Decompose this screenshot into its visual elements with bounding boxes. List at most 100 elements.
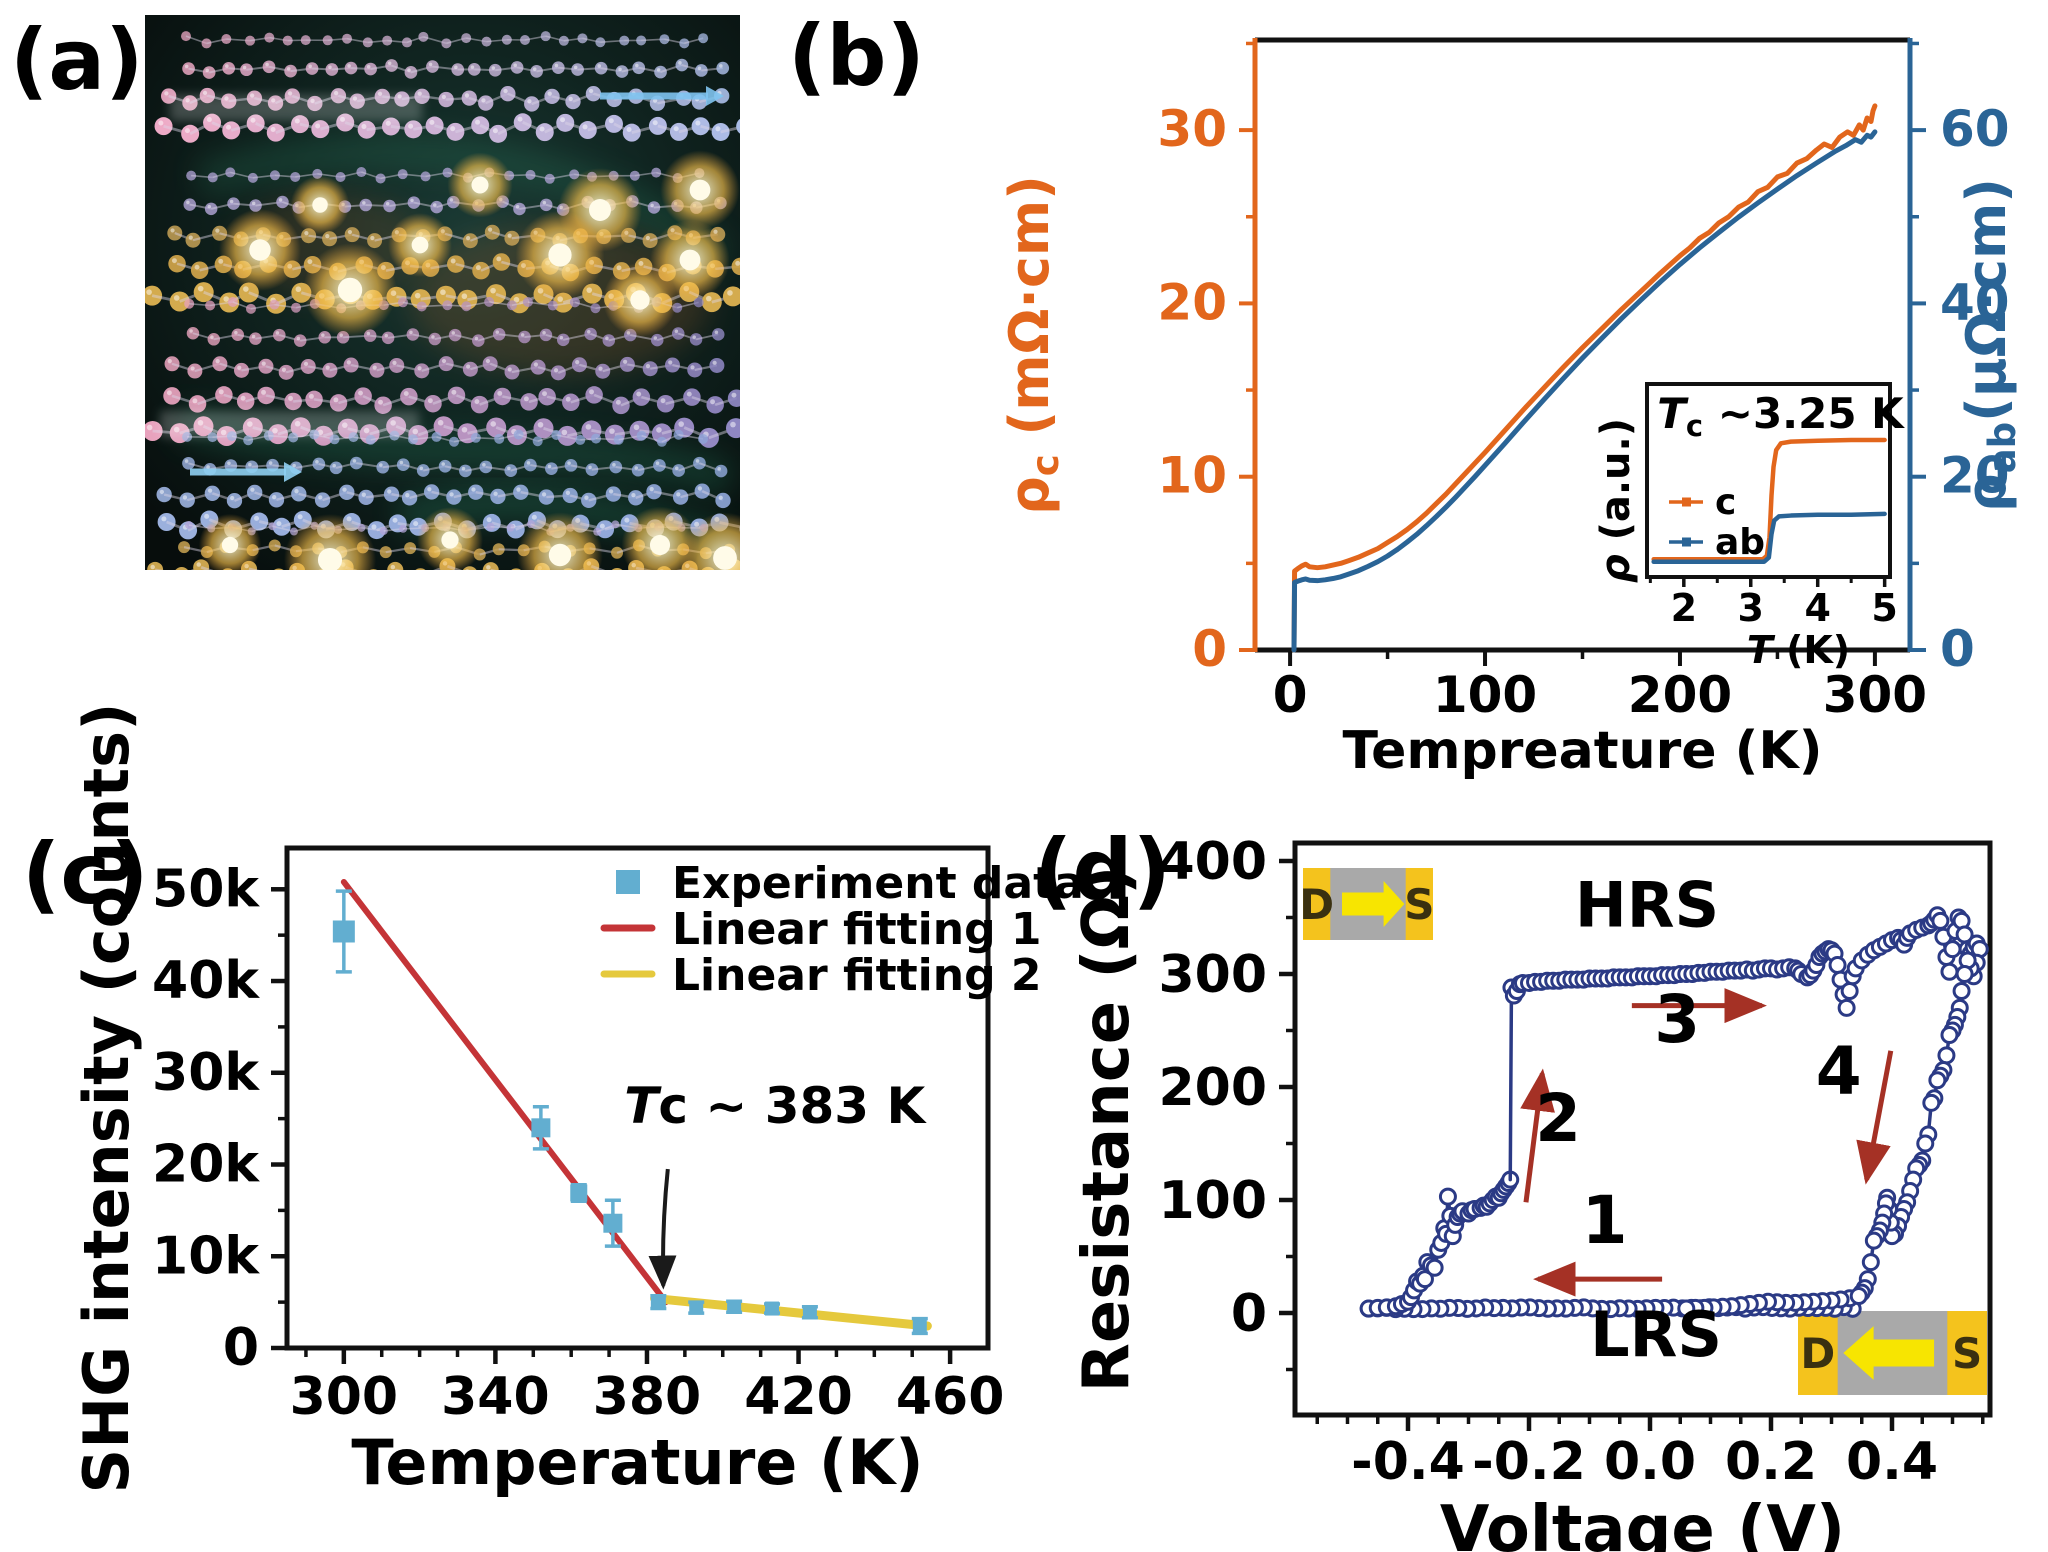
crystal-illustration	[145, 15, 740, 570]
left-axis-title: ρc (mΩ·cm)	[998, 175, 1067, 515]
data-point	[650, 1294, 666, 1310]
current-direction-arrow	[1843, 1326, 1935, 1380]
legend-label: Linear fitting 2	[672, 950, 1042, 1001]
y-tick-label: 0	[223, 1318, 259, 1378]
illustration-art	[145, 31, 740, 570]
inset-x-tick: 3	[1738, 586, 1764, 630]
right-tick-label: 0	[1940, 620, 1975, 678]
left-tick-label: 30	[1157, 100, 1227, 158]
right-tick-label: 60	[1940, 100, 2010, 158]
x-tick-label: 380	[593, 1367, 702, 1427]
left-tick-label: 20	[1157, 273, 1227, 331]
y-tick-label: 400	[1158, 832, 1267, 892]
left-tick-label: 0	[1192, 620, 1227, 678]
right-tick-label: 40	[1940, 273, 2010, 331]
exciton-orbs	[198, 150, 740, 570]
y-axis-title: Resistance (Ω)	[1070, 866, 1144, 1393]
y-tick-label: 200	[1158, 1058, 1267, 1118]
y-tick-label: 30k	[152, 1043, 260, 1103]
inset-legend-label: ab	[1715, 522, 1765, 563]
x-tick-label: 300	[1823, 666, 1927, 724]
state-label-hrs: HRS	[1575, 869, 1719, 942]
x-axis-title: Tempreature (K)	[1343, 721, 1823, 781]
y-tick-label: 40k	[152, 951, 260, 1011]
y-tick-label: 100	[1158, 1171, 1267, 1231]
state-label-lrs: LRS	[1590, 1298, 1722, 1371]
inset-x-tick: 4	[1804, 586, 1830, 630]
drain-label: D	[1800, 1329, 1835, 1378]
inset-x-tick: 5	[1871, 586, 1897, 630]
panel-a-label: (a)	[10, 11, 144, 109]
data-point	[689, 1300, 704, 1315]
x-tick-label: 0.4	[1846, 1432, 1938, 1492]
tc-annotation: Tc ~ 383 K	[624, 1077, 927, 1135]
inset-title: Tc ~3.25 K	[1657, 389, 1905, 443]
panel-d-sweep-arrows: 123 4	[1520, 981, 1894, 1297]
x-tick-label: 420	[744, 1367, 853, 1427]
inset-y-title: ρ (a.u.)	[1593, 418, 1639, 583]
x-tick-label: 200	[1628, 666, 1732, 724]
y-axis-title: SHG intensity (counts)	[70, 703, 143, 1494]
panel-d-state-labels: HRS LRS	[1575, 869, 1722, 1371]
x-tick-label: 0.0	[1604, 1432, 1696, 1492]
polarization-beam-0	[170, 95, 730, 121]
sweep-step-label: 4	[1816, 1033, 1862, 1110]
x-tick-label: 0.2	[1725, 1432, 1817, 1492]
x-tick-label: 0	[1273, 666, 1308, 724]
inset-legend-label: c	[1715, 482, 1736, 523]
data-point	[802, 1305, 817, 1320]
x-axis-title: Temperature (K)	[351, 1426, 923, 1499]
legend-label: Experiment data	[672, 858, 1084, 909]
drain-label: D	[1299, 880, 1334, 929]
panel-d-loop	[1359, 906, 1989, 1319]
data-point	[765, 1301, 780, 1316]
data-point	[912, 1318, 927, 1333]
data-point	[570, 1184, 588, 1202]
panel-a-crystal-illustration	[145, 15, 740, 570]
panel-d-label: (d)	[1034, 821, 1171, 919]
panel-c-label: (c)	[22, 825, 149, 923]
right-axis-title: ρab(μΩ·cm)	[1955, 178, 2024, 512]
y-tick-label: 300	[1158, 945, 1267, 1005]
data-point	[531, 1118, 551, 1138]
data-point	[603, 1213, 623, 1233]
x-axis-title: Voltage (V)	[1440, 1493, 1845, 1552]
x-tick-label: 100	[1433, 666, 1537, 724]
y-tick-label: 50k	[152, 859, 260, 919]
sweep-step-label: 2	[1535, 1080, 1581, 1157]
panel-c-annotation: Tc ~ 383 K	[624, 1077, 927, 1290]
x-tick-label: 300	[290, 1367, 399, 1427]
sweep-step-label: 3	[1654, 981, 1700, 1058]
sweep-step-label: 1	[1582, 1182, 1628, 1259]
right-tick-label: 20	[1940, 447, 2010, 505]
panel-b-series	[1291, 103, 1878, 653]
data-point	[727, 1299, 742, 1314]
y-tick-label: 10k	[152, 1226, 260, 1286]
left-tick-label: 10	[1157, 447, 1227, 505]
y-tick-label: 0	[1231, 1284, 1267, 1344]
panel-b-label: (b)	[788, 7, 925, 105]
inset-x-tick: 2	[1671, 586, 1697, 630]
inset-x-title: T (K)	[1747, 628, 1850, 672]
data-point	[332, 920, 355, 943]
x-tick-label: 460	[896, 1367, 1005, 1427]
panel-c-data-points	[332, 889, 928, 1336]
x-tick-label: -0.2	[1472, 1432, 1586, 1492]
source-label: S	[1404, 880, 1434, 929]
x-tick-label: 340	[441, 1367, 550, 1427]
layer-arrow-0	[600, 86, 724, 106]
legend-label: Linear fitting 1	[672, 904, 1042, 955]
panel-b-inset: 2 3 4 5 T (K) ρ (a.u.) Tc ~3.25 K cab	[1593, 382, 1905, 672]
x-tick-label: -0.4	[1351, 1432, 1465, 1492]
source-label: S	[1952, 1329, 1982, 1378]
y-tick-label: 20k	[152, 1135, 260, 1195]
